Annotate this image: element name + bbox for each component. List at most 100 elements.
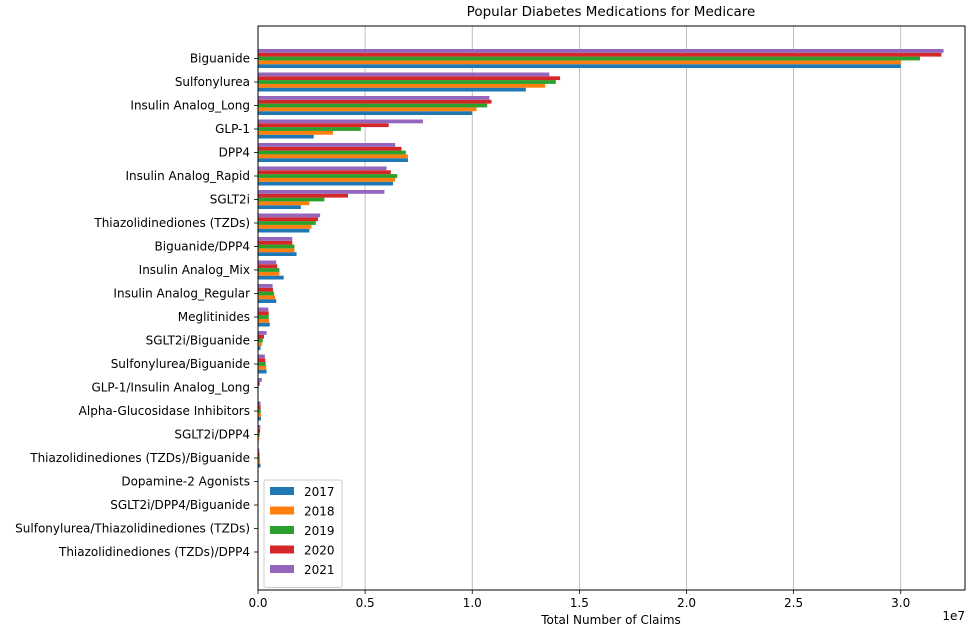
bar [258,224,312,229]
bar [258,409,261,413]
bar [258,158,408,162]
bar [258,103,488,108]
bar [258,221,316,225]
legend-label: 2017 [304,485,335,499]
bar [258,358,266,363]
legend-label: 2018 [304,505,335,519]
bar [258,315,269,319]
y-tick-label: GLP-1/Insulin Analog_Long [91,381,250,395]
bar [258,119,423,124]
bar [258,201,310,206]
bar [258,307,269,312]
x-tick-label: 0.0 [248,596,267,610]
bar [258,369,267,374]
x-tick-label: 1.5 [570,596,589,610]
bar [258,459,261,464]
y-tick-label: Biguanide/DPP4 [155,240,250,254]
bar [258,87,526,92]
grid-lines [364,26,902,590]
bar [258,143,396,147]
bar [258,271,280,276]
bar [258,318,270,323]
legend-swatch [270,565,294,573]
bar [258,146,402,151]
bar [258,111,473,115]
bar [258,456,260,460]
bar [258,365,267,370]
y-tick-label: Thiazolidinediones (TZDs)/Biguanide [29,451,250,465]
bar [258,428,261,433]
y-tick-label: Sulfonylurea [175,75,250,89]
bar [258,193,348,198]
y-tick-label: SGLT2i/DPP4 [174,428,250,442]
bar [258,72,550,77]
x-axis-offset-text: 1e7 [942,609,965,623]
legend: 2017 2018 2019 2020 2021 [263,479,343,588]
bars [258,49,944,562]
x-tick-label: 0.5 [356,596,375,610]
bar [258,311,269,316]
bar [258,436,260,441]
bar [258,166,387,171]
bar [258,217,318,222]
y-tick-label: SGLT2i [210,193,250,207]
bar [258,154,408,159]
y-tick-label: Insulin Analog_Long [130,99,250,113]
bar [258,190,385,194]
bar [258,83,546,88]
bar [258,60,901,65]
bar [258,96,490,100]
bar [258,174,398,178]
bar [258,354,265,359]
y-tick-label: Sulfonylurea/Biguanide [111,357,250,371]
bar [258,244,295,249]
bar [258,205,301,209]
bar [258,76,561,81]
legend-swatch [270,487,294,495]
bar [258,448,260,453]
x-tick-label: 3.0 [891,596,910,610]
y-tick-label: GLP-1 [215,122,250,136]
bar [258,150,406,155]
bar [258,334,264,339]
y-tick-label: Insulin Analog_Rapid [125,169,250,183]
y-tick-label: Biguanide [190,52,250,66]
y-tick-label: Meglitinides [178,310,250,324]
bar [258,213,321,218]
y-tick-label: Insulin Analog_Regular [113,287,250,301]
bar [258,130,333,135]
bar [258,64,901,68]
plot-frame [257,25,966,591]
bar [258,412,261,417]
bar [258,240,293,245]
y-tick-label: DPP4 [219,146,250,160]
bar [258,378,262,382]
y-tick-label: SGLT2i/Biguanide [146,334,250,348]
bar [258,291,275,296]
x-tick-label: 1.0 [463,596,482,610]
bar [258,252,297,256]
bar [258,260,277,265]
bar [258,134,314,139]
legend-label: 2021 [304,563,335,577]
y-tick-label: Insulin Analog_Mix [139,263,250,277]
legend-label: 2020 [304,544,335,558]
bar [258,331,267,335]
bar [258,275,284,280]
bar [258,322,270,327]
y-tick-label: Dopamine-2 Agonists [121,475,250,489]
bar [258,362,266,366]
bar [258,264,278,269]
bar [258,346,261,350]
bar [258,197,325,202]
bar [258,80,556,84]
bar [258,401,261,406]
bar [258,452,260,457]
x-axis-label: Total Number of Claims [540,613,681,627]
bar [258,248,295,253]
bar [258,181,393,186]
bar [258,268,280,272]
bar [258,170,391,175]
